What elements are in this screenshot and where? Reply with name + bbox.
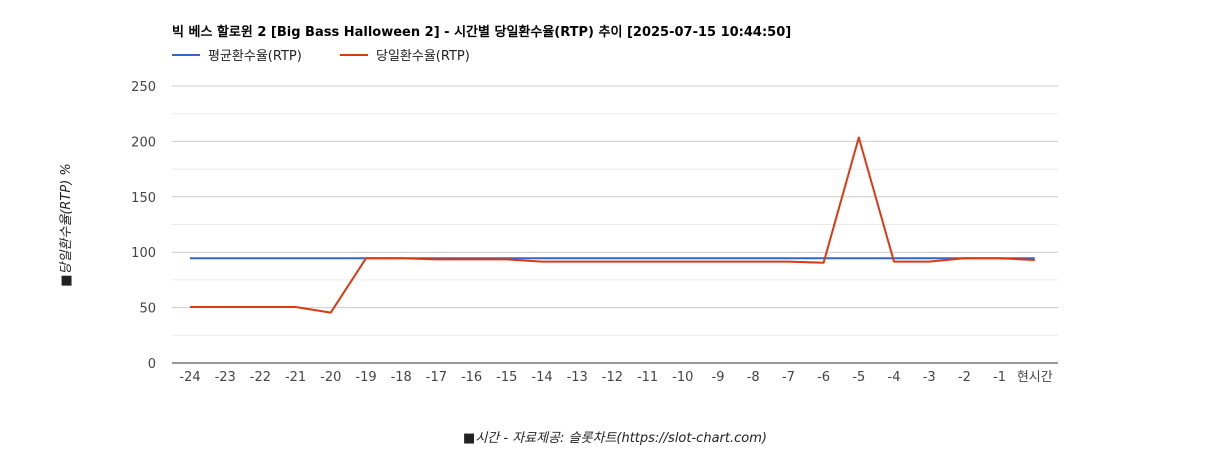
x-tick-label: -16 xyxy=(461,370,482,385)
series-lines xyxy=(190,136,1035,314)
x-tick-label: -6 xyxy=(817,370,830,385)
y-axis-ticks: 0 50 100 150 200 250 xyxy=(131,80,156,372)
x-tick-label: -21 xyxy=(285,370,306,385)
x-tick-label: -3 xyxy=(923,370,936,385)
x-tick-label: -18 xyxy=(391,370,412,385)
x-tick-label: -9 xyxy=(712,370,725,385)
y-tick-label: 0 xyxy=(148,357,156,372)
chart-title: 빅 베스 할로윈 2 [Big Bass Halloween 2] - 시간별 … xyxy=(172,24,791,40)
x-tick-label: -1 xyxy=(993,370,1006,385)
x-tick-label: -19 xyxy=(355,370,376,385)
series-line-1 xyxy=(190,136,1035,314)
x-tick-label: -13 xyxy=(567,370,588,385)
x-tick-label: -2 xyxy=(958,370,971,385)
legend: 평균환수율(RTP) 당일환수율(RTP) xyxy=(172,49,470,64)
x-tick-label: -14 xyxy=(531,370,552,385)
x-tick-label: -24 xyxy=(179,370,200,385)
gridlines xyxy=(172,85,1058,364)
x-tick-label: -22 xyxy=(250,370,271,385)
x-tick-label: -20 xyxy=(320,370,341,385)
y-tick-label: 250 xyxy=(131,80,156,95)
legend-label-daily: 당일환수율(RTP) xyxy=(376,49,470,64)
x-axis-ticks: -24 -23 -22 -21 -20 -19 -18 -17 -16 -15 -14 -13 -12-… xyxy=(179,370,1052,385)
x-tick-label: -11 xyxy=(637,370,658,385)
x-tick-label: -15 xyxy=(496,370,517,385)
y-tick-label: 200 xyxy=(131,135,156,150)
x-tick-label: -10 xyxy=(672,370,693,385)
x-tick-label: -23 xyxy=(215,370,236,385)
x-tick-label: -5 xyxy=(852,370,865,385)
x-tick-label: -17 xyxy=(426,370,447,385)
x-tick-label: -12 xyxy=(602,370,623,385)
x-tick-label: 현시간 xyxy=(1017,370,1053,385)
x-tick-label: -4 xyxy=(888,370,901,385)
x-tick-label: -7 xyxy=(782,370,795,385)
y-tick-label: 150 xyxy=(131,191,156,206)
y-tick-label: 100 xyxy=(131,246,156,261)
legend-label-average: 평균환수율(RTP) xyxy=(208,49,302,64)
y-tick-label: 50 xyxy=(139,302,156,317)
y-axis-title: ■당일환수율(RTP) % xyxy=(59,163,74,287)
x-axis-title: ■시간 - 자료제공: 슬롯차트(https://slot-chart.com) xyxy=(463,431,767,446)
x-tick-label: -8 xyxy=(747,370,760,385)
